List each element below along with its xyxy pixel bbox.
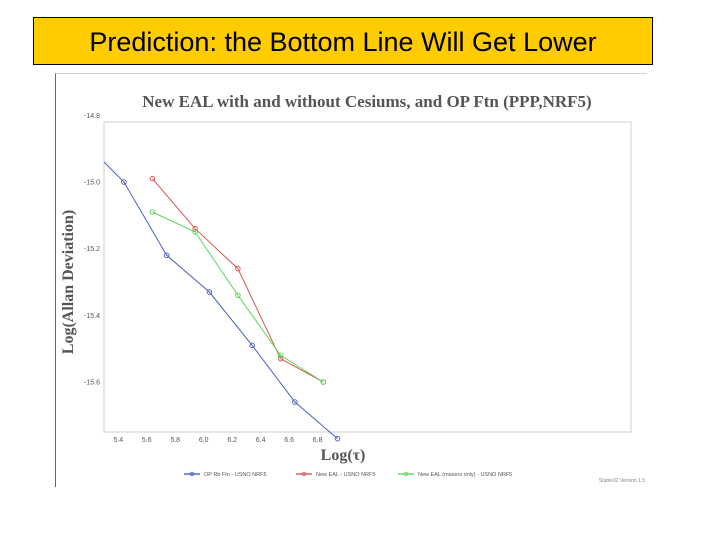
data-point [320, 379, 327, 385]
series-2 [149, 175, 327, 385]
data-point [206, 289, 213, 295]
data-point [149, 209, 156, 215]
y-tick-label: -14.8 [84, 113, 100, 120]
chart-footnote: Stable32 Version 1.5 [599, 478, 645, 484]
x-tick-label: 5.8 [170, 437, 180, 444]
x-axis-label: Log(τ) [321, 447, 366, 464]
x-tick-label: 6.4 [256, 437, 266, 444]
x-tick-label: 6.0 [199, 437, 209, 444]
data-point [334, 435, 341, 442]
data-point [235, 265, 241, 272]
plot-area [103, 121, 632, 433]
data-point [121, 179, 127, 185]
x-tick-label: 6.2 [227, 437, 237, 444]
slide-title-box: Prediction: the Bottom Line Will Get Low… [33, 17, 653, 65]
x-tick-label: 5.4 [113, 437, 123, 444]
y-tick-label: -15.2 [84, 246, 100, 253]
series-1 [103, 161, 341, 442]
y-axis-label: Log(Allan Deviation) [60, 210, 77, 354]
data-point [277, 352, 284, 359]
series-line [152, 211, 324, 383]
series-3 [149, 209, 327, 385]
series-line [103, 161, 338, 440]
legend-marker [301, 471, 307, 477]
y-tick-label: -15.6 [84, 380, 100, 387]
series-line [152, 178, 324, 383]
x-tick-label: 6.8 [313, 437, 323, 444]
data-point [249, 342, 255, 349]
x-tick-label: 6.6 [284, 437, 294, 444]
legend-label: OP Rb Ftn - USNO NRF5 [204, 472, 267, 478]
legend-label: New EAL (masers only) - USNO NRF5 [418, 472, 512, 478]
data-point [292, 399, 298, 405]
x-tick-label: 5.6 [142, 437, 152, 444]
data-point [277, 355, 284, 362]
data-point [192, 225, 198, 232]
data-point [163, 252, 170, 259]
y-tick-label: -15.4 [84, 313, 100, 320]
data-point [149, 175, 156, 182]
legend-label: New EAL - USNO NRF5 [316, 472, 375, 478]
y-tick-label: -15.0 [84, 180, 100, 187]
chart-frame [55, 73, 647, 487]
legend-marker [189, 471, 195, 477]
data-point [192, 229, 198, 235]
chart-title: New EAL with and without Cesiums, and OP… [142, 92, 591, 111]
slide-title: Prediction: the Bottom Line Will Get Low… [89, 27, 597, 57]
legend-marker [403, 471, 409, 477]
data-point [235, 292, 241, 299]
